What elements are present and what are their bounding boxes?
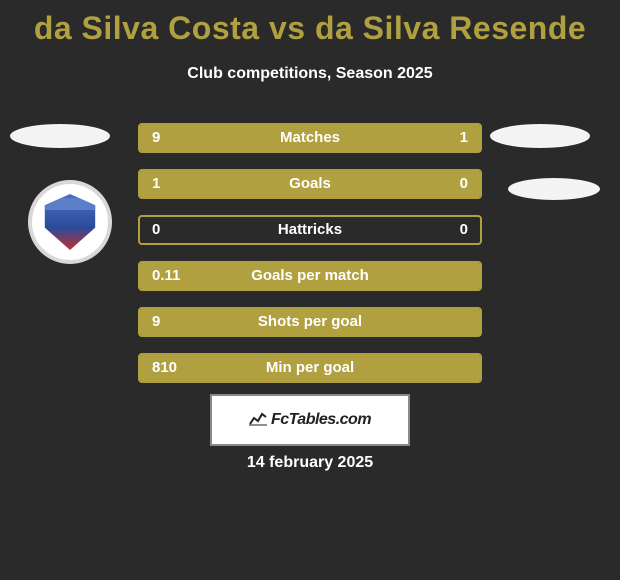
decor-ellipse-right-1	[490, 124, 590, 148]
stat-row-label: Goals	[140, 171, 480, 197]
stat-row: 9Shots per goal	[138, 307, 482, 337]
stat-row-right-value: 1	[460, 125, 468, 151]
comparison-bars: 9Matches11Goals00Hattricks00.11Goals per…	[138, 123, 482, 399]
page-subtitle: Club competitions, Season 2025	[0, 65, 620, 83]
club-badge-ribbon	[42, 198, 98, 210]
stat-row-label: Min per goal	[140, 355, 480, 381]
club-badge-left	[28, 180, 112, 264]
chart-icon	[249, 410, 267, 431]
stat-row: 1Goals0	[138, 169, 482, 199]
stat-row-label: Goals per match	[140, 263, 480, 289]
stat-row-label: Shots per goal	[140, 309, 480, 335]
stat-row-right-value: 0	[460, 217, 468, 243]
stat-row-right-value: 0	[460, 171, 468, 197]
page-title: da Silva Costa vs da Silva Resende	[0, 0, 620, 47]
decor-ellipse-right-2	[508, 178, 600, 200]
footer-date: 14 february 2025	[0, 454, 620, 472]
stat-row-label: Matches	[140, 125, 480, 151]
stat-row-label: Hattricks	[140, 217, 480, 243]
stat-row: 9Matches1	[138, 123, 482, 153]
stat-row: 0Hattricks0	[138, 215, 482, 245]
stat-row: 0.11Goals per match	[138, 261, 482, 291]
brand-footer-box: FcTables.com	[210, 394, 410, 446]
club-badge-shield	[42, 194, 98, 250]
brand-footer-text: FcTables.com	[271, 411, 371, 429]
stat-row: 810Min per goal	[138, 353, 482, 383]
decor-ellipse-left	[10, 124, 110, 148]
